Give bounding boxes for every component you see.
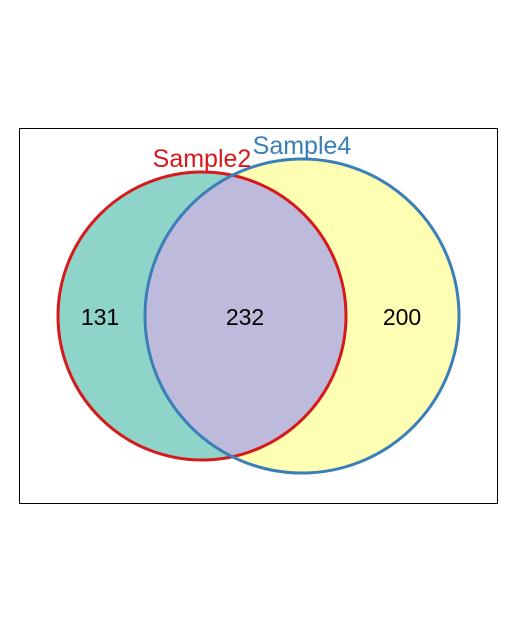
plot-frame — [19, 128, 498, 504]
intersection-count: 232 — [226, 304, 264, 330]
sample4-label: Sample4 — [253, 132, 352, 160]
sample2-circle — [56, 170, 348, 462]
overlap-fill — [145, 172, 346, 460]
sample4-circle — [143, 157, 461, 475]
sample2-only-count: 131 — [81, 304, 119, 330]
sample2-label: Sample2 — [153, 145, 252, 173]
sample4-only-count: 200 — [383, 304, 421, 330]
